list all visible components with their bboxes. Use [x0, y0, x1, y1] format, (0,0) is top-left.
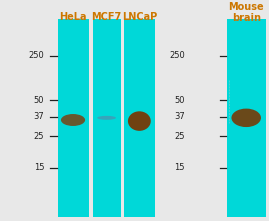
Text: 15: 15 [34, 163, 44, 172]
Text: 37: 37 [34, 112, 44, 121]
Ellipse shape [231, 109, 261, 127]
Text: 50: 50 [174, 96, 185, 105]
Text: 250: 250 [29, 51, 44, 60]
Bar [58, 19, 89, 217]
Text: MCF7: MCF7 [91, 12, 122, 22]
Ellipse shape [128, 111, 151, 131]
Bar [93, 19, 121, 217]
Text: 50: 50 [34, 96, 44, 105]
Text: 15: 15 [174, 163, 185, 172]
Text: 250: 250 [169, 51, 185, 60]
Text: 25: 25 [174, 132, 185, 141]
Text: 25: 25 [34, 132, 44, 141]
Bar [227, 19, 266, 217]
Bar [124, 19, 155, 217]
Ellipse shape [97, 116, 116, 120]
Ellipse shape [61, 114, 85, 126]
Text: LNCaP: LNCaP [122, 12, 157, 22]
Text: Mouse
brain: Mouse brain [228, 2, 264, 23]
Text: HeLa: HeLa [59, 12, 87, 22]
Text: 37: 37 [174, 112, 185, 121]
